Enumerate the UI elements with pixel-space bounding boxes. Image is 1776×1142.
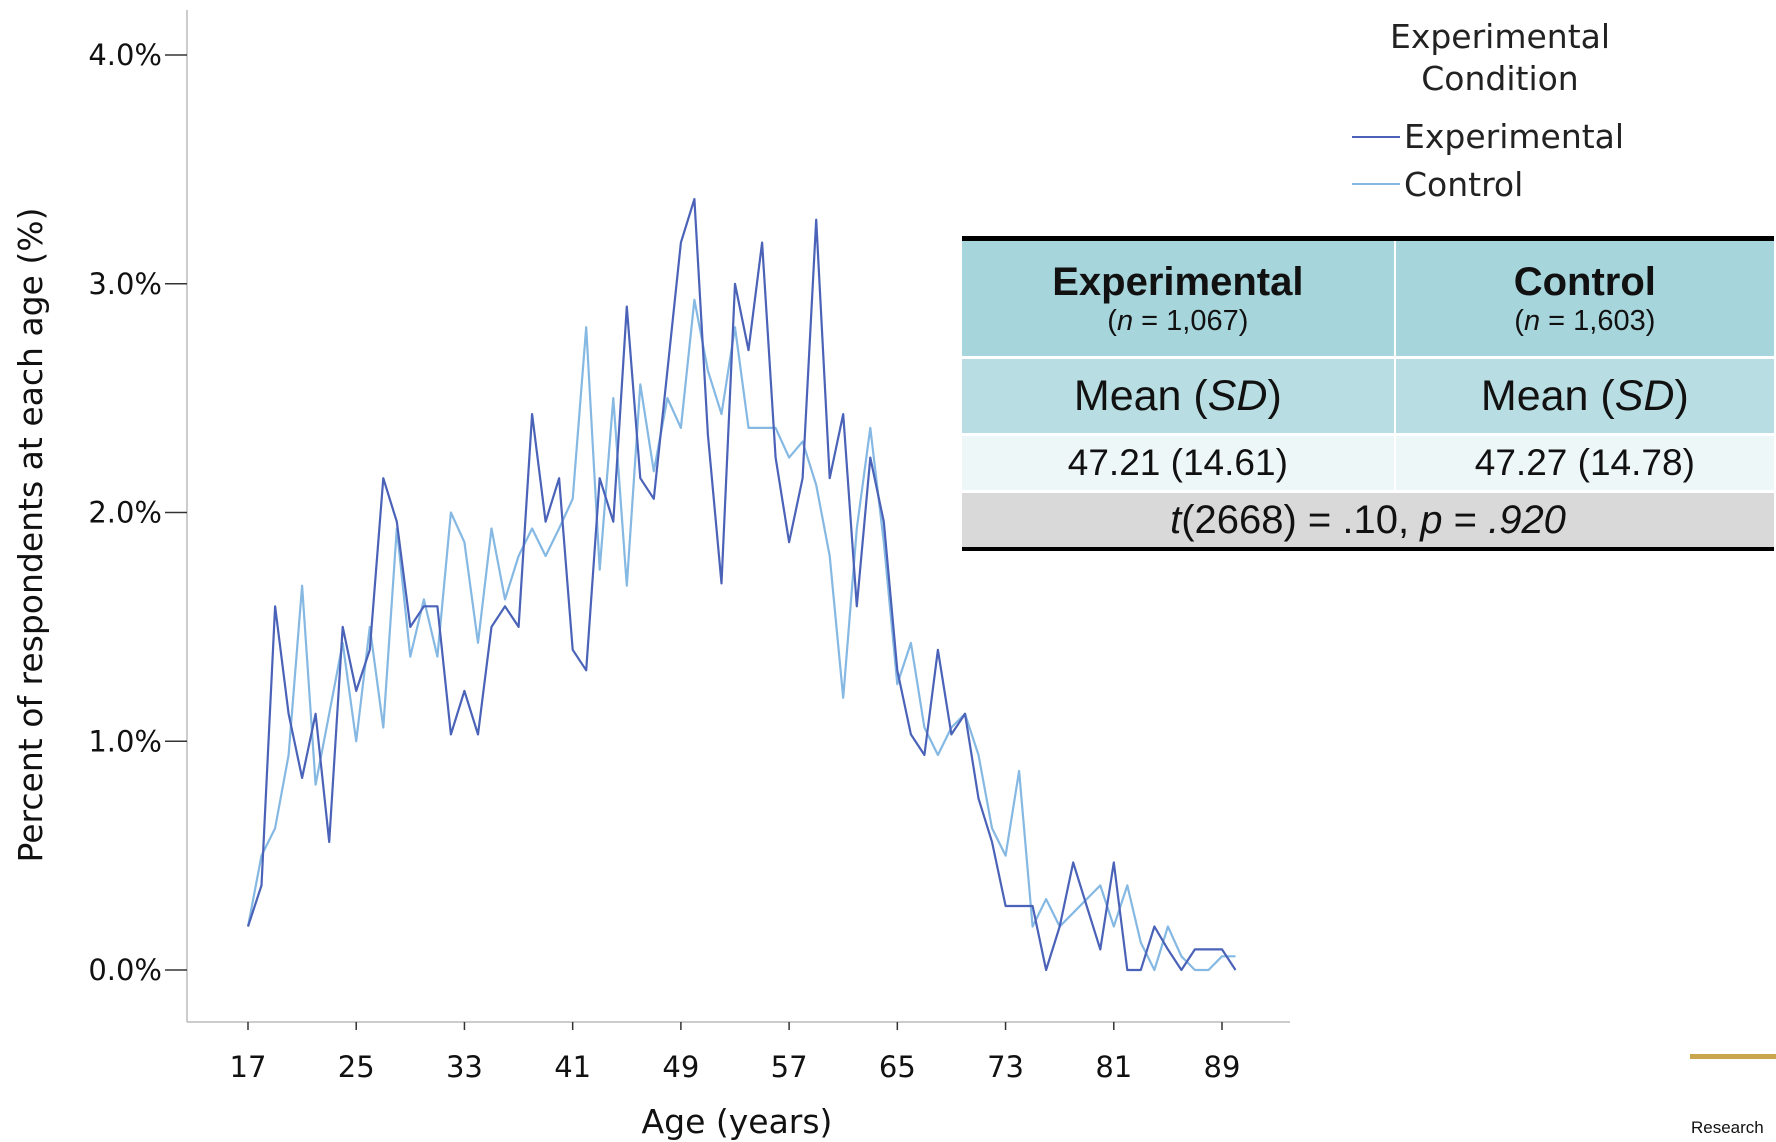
header-control-name: Control (1513, 259, 1656, 304)
series-line-experimental (246, 198, 1237, 972)
x-tick-label: 25 (338, 1050, 375, 1084)
x-tick-labels: 17 25 33 41 49 57 65 73 81 89 (230, 1050, 1241, 1084)
x-tick-label: 73 (987, 1050, 1024, 1084)
y-axis-title: Percent of respondents at each age (%) (11, 208, 50, 863)
stats-table: Experimental (n = 1,067) Control (n = 1,… (962, 236, 1774, 551)
table-values-row: 47.21 (14.61) 47.27 (14.78) (962, 433, 1774, 492)
series-line-control (246, 298, 1236, 972)
table-subheader-row: Mean (SD) Mean (SD) (962, 356, 1774, 435)
y-tick-label: 0.0% (88, 953, 162, 987)
value-control: 47.27 (14.78) (1394, 433, 1774, 492)
series-lines (246, 198, 1237, 972)
value-experimental: 47.21 (14.61) (962, 433, 1396, 492)
table-test-row: t(2668) = .10, p = .920 (962, 490, 1774, 549)
legend-label-experimental: Experimental (1404, 117, 1624, 156)
header-control-n: (n = 1,603) (1514, 304, 1656, 337)
y-tick-label: 2.0% (88, 496, 162, 530)
axes (186, 10, 1290, 1023)
y-tick-label: 4.0% (88, 38, 162, 72)
legend: Experimental Condition Experimental Cont… (1352, 17, 1624, 204)
legend-label-control: Control (1404, 165, 1523, 204)
x-tick-label: 65 (879, 1050, 916, 1084)
header-experimental: Experimental (n = 1,067) (962, 238, 1396, 358)
x-tick-label: 41 (554, 1050, 591, 1084)
y-tick-labels: 0.0% 1.0% 2.0% 3.0% 4.0% (88, 38, 162, 987)
x-tick-label: 33 (446, 1050, 483, 1084)
x-tick-label: 81 (1095, 1050, 1132, 1084)
table-header-row: Experimental (n = 1,067) Control (n = 1,… (962, 238, 1774, 358)
x-axis-title: Age (years) (642, 1102, 833, 1141)
legend-title-line-1: Experimental (1390, 17, 1610, 56)
y-tick-label: 1.0% (88, 724, 162, 758)
header-experimental-name: Experimental (1052, 259, 1304, 304)
header-experimental-n: (n = 1,067) (1107, 304, 1249, 337)
tick-marks (165, 54, 1223, 1030)
x-tick-label: 57 (771, 1050, 808, 1084)
x-tick-label: 49 (662, 1050, 699, 1084)
y-tick-label: 3.0% (88, 267, 162, 301)
x-tick-label: 17 (230, 1050, 267, 1084)
logo-bar (1690, 1054, 1776, 1059)
t-test-result: t(2668) = .10, p = .920 (962, 490, 1774, 549)
subheader-experimental: Mean (SD) (962, 356, 1396, 435)
header-control: Control (n = 1,603) (1394, 238, 1774, 358)
legend-title-line-2: Condition (1421, 59, 1578, 98)
x-tick-label: 89 (1204, 1050, 1241, 1084)
subheader-control: Mean (SD) (1394, 356, 1774, 435)
footer-text: Research (1691, 1118, 1764, 1137)
